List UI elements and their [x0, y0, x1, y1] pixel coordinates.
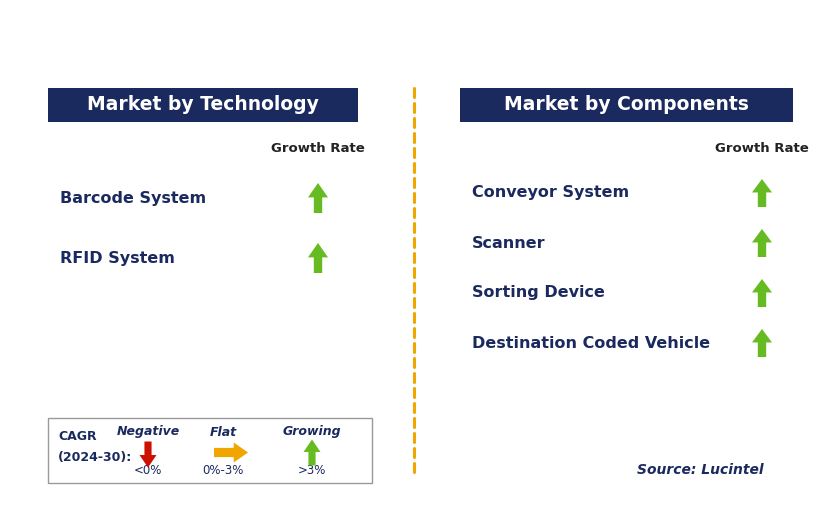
Text: RFID System: RFID System	[60, 250, 174, 266]
Text: Growth Rate: Growth Rate	[715, 142, 808, 154]
Text: <0%: <0%	[134, 464, 162, 476]
FancyBboxPatch shape	[48, 418, 371, 483]
Text: >3%: >3%	[298, 464, 326, 476]
Polygon shape	[139, 442, 156, 467]
Text: Flat: Flat	[209, 425, 237, 438]
Text: Sorting Device: Sorting Device	[471, 286, 605, 300]
Text: Market by Components: Market by Components	[504, 95, 748, 114]
Text: (2024-30):: (2024-30):	[58, 452, 132, 464]
Text: Destination Coded Vehicle: Destination Coded Vehicle	[471, 336, 710, 350]
Text: Market by Technology: Market by Technology	[87, 95, 318, 114]
Polygon shape	[751, 279, 771, 307]
Text: CAGR: CAGR	[58, 430, 97, 443]
Polygon shape	[308, 183, 327, 213]
Text: Barcode System: Barcode System	[60, 190, 206, 206]
Bar	[48, 88, 357, 122]
Text: 0%-3%: 0%-3%	[202, 464, 243, 476]
Polygon shape	[304, 440, 320, 465]
Polygon shape	[751, 329, 771, 357]
Text: Negative: Negative	[117, 425, 179, 438]
Polygon shape	[751, 179, 771, 207]
Polygon shape	[308, 243, 327, 273]
Text: Source: Lucintel: Source: Lucintel	[636, 463, 762, 477]
Text: Conveyor System: Conveyor System	[471, 186, 629, 200]
Text: Scanner: Scanner	[471, 236, 545, 250]
Text: Growing: Growing	[282, 425, 341, 438]
Polygon shape	[213, 443, 248, 463]
Polygon shape	[751, 229, 771, 257]
Text: Growth Rate: Growth Rate	[270, 142, 365, 154]
Bar	[460, 88, 792, 122]
